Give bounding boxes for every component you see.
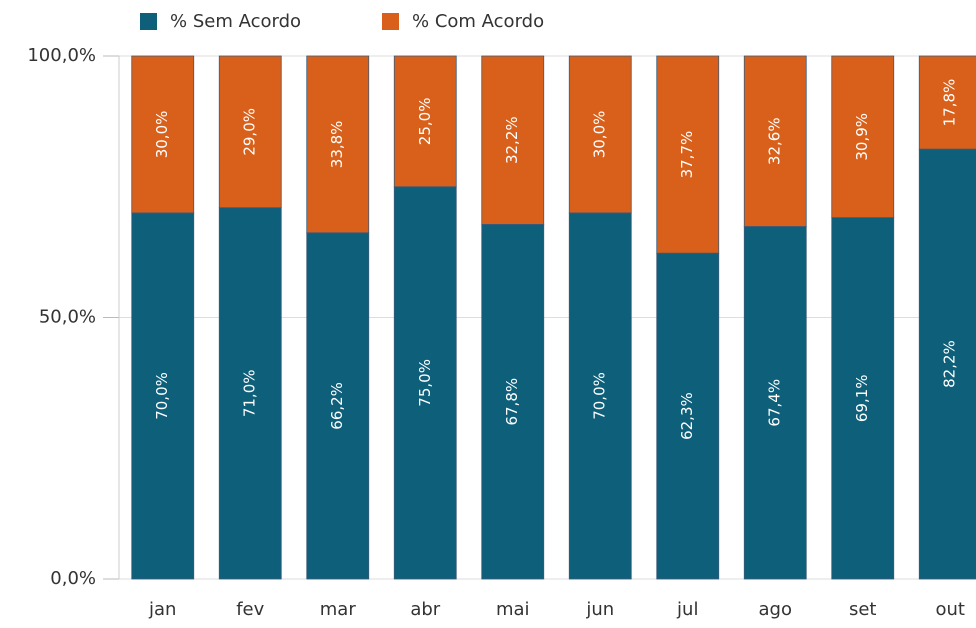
x-tick-label: jun [585, 599, 614, 620]
bar-segment [218, 55, 282, 209]
bar-segment [131, 212, 195, 580]
bar-segment [918, 55, 976, 150]
bar-segment [743, 55, 807, 227]
bar-segment [743, 226, 807, 580]
value-label: 29,0% [241, 108, 259, 156]
x-tick-label: out [936, 599, 965, 620]
legend-label: % Sem Acordo [170, 11, 301, 32]
bar-segment [306, 232, 370, 580]
x-tick-label: ago [759, 599, 792, 620]
bar-segment [481, 224, 545, 580]
bar-segment [393, 186, 457, 580]
bar-segment [306, 55, 370, 234]
x-tick-label: jan [148, 599, 176, 620]
bar-segment [656, 252, 720, 580]
x-tick-label: mai [496, 599, 530, 620]
x-tick-label: set [849, 599, 877, 620]
value-label: 66,2% [328, 382, 346, 430]
value-label: 67,8% [503, 378, 521, 426]
value-label: 17,8% [941, 79, 959, 127]
bar-segment [568, 55, 632, 214]
bar-segment [481, 55, 545, 225]
y-tick-label: 100,0% [27, 45, 96, 66]
legend-label: % Com Acordo [412, 11, 544, 32]
value-label: 70,0% [591, 372, 609, 420]
x-tick-label: jul [676, 599, 698, 620]
value-label: 30,9% [853, 113, 871, 161]
value-label: 69,1% [853, 374, 871, 422]
value-label: 75,0% [416, 359, 434, 407]
bar-segment [656, 55, 720, 254]
bar-segment [218, 207, 282, 580]
value-label: 62,3% [678, 392, 696, 440]
value-label: 67,4% [766, 379, 784, 427]
value-label: 30,0% [591, 111, 609, 159]
value-label: 70,0% [153, 372, 171, 420]
x-tick-label: mar [320, 599, 357, 620]
value-label: 25,0% [416, 98, 434, 146]
y-tick-label: 50,0% [39, 307, 96, 328]
y-tick-label: 0,0% [50, 568, 96, 589]
bar-segment [831, 55, 895, 219]
value-label: 71,0% [241, 370, 259, 418]
value-label: 33,8% [328, 121, 346, 169]
legend-swatch [382, 13, 399, 30]
bar-segment [393, 55, 457, 188]
bar-segment [831, 217, 895, 580]
value-label: 30,0% [153, 111, 171, 159]
bar-segment [918, 148, 976, 580]
value-label: 37,7% [678, 131, 696, 179]
bar-segment [568, 212, 632, 580]
value-label: 82,2% [941, 340, 959, 388]
x-tick-label: fev [236, 599, 264, 620]
bar-segment [131, 55, 195, 214]
legend-swatch [140, 13, 157, 30]
value-label: 32,2% [503, 116, 521, 164]
x-tick-label: abr [410, 599, 440, 620]
value-label: 32,6% [766, 117, 784, 165]
